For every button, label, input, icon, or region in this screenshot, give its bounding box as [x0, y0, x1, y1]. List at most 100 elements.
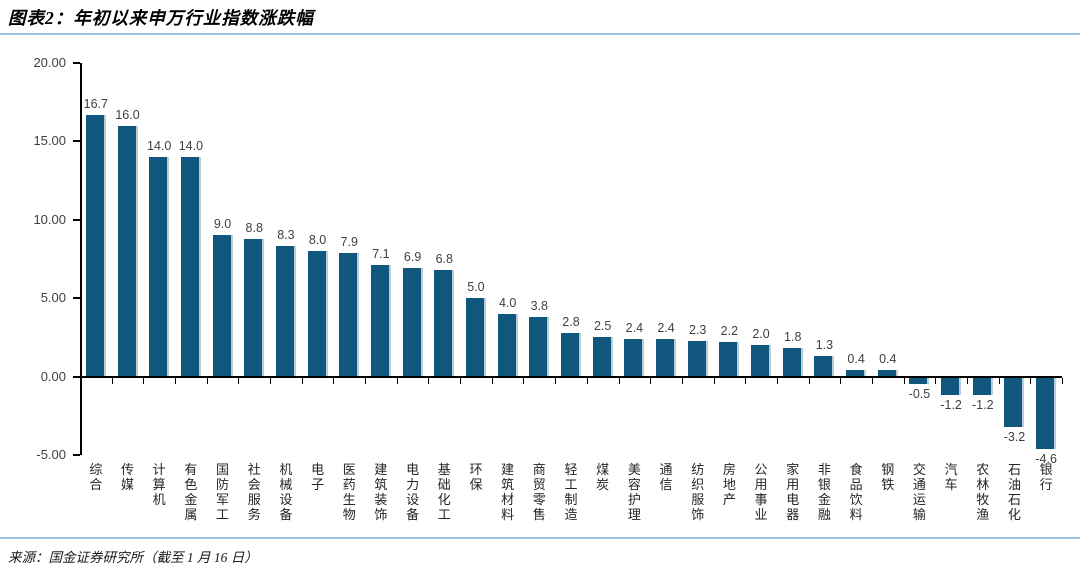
bar — [561, 332, 581, 377]
bar — [941, 376, 962, 396]
bar-value-label: -1.2 — [940, 398, 962, 413]
bar — [687, 340, 708, 377]
bar-value-label: 2.2 — [720, 324, 739, 339]
bar — [149, 157, 170, 377]
x-axis-tick — [903, 377, 905, 384]
source-note: 来源：国金证券研究所（截至 1 月 16 日） — [8, 550, 258, 565]
category-label: 纺织服饰 — [691, 462, 705, 522]
bar-value-label: 2.4 — [625, 320, 644, 335]
bar-value-label: 2.4 — [657, 320, 675, 335]
y-axis-tick — [73, 375, 80, 378]
y-tick-label: 20.00 — [33, 55, 66, 70]
category-label: 钢铁 — [881, 462, 895, 492]
bar — [877, 370, 898, 377]
bar-value-label: 8.3 — [277, 228, 295, 243]
x-axis-tick — [206, 377, 208, 384]
x-axis-tick — [333, 377, 335, 384]
bar — [909, 376, 930, 385]
x-axis-tick — [966, 377, 968, 384]
y-tick-label: 5.00 — [40, 290, 66, 306]
category-label: 电子 — [311, 462, 325, 492]
x-axis-tick — [1030, 377, 1032, 384]
bar — [85, 114, 106, 377]
bar — [624, 338, 645, 377]
category-label: 计算机 — [152, 462, 166, 507]
x-axis-tick — [428, 377, 430, 384]
bar-value-label: 14.0 — [147, 139, 172, 154]
category-label: 商贸零售 — [532, 462, 546, 522]
x-axis-tick — [143, 377, 145, 384]
x-axis-tick — [523, 377, 525, 384]
bar-value-label: 8.8 — [245, 220, 263, 235]
category-label: 国防军工 — [216, 462, 230, 522]
bar-value-label: 8.0 — [308, 233, 327, 248]
x-axis-tick — [460, 377, 462, 384]
bar — [212, 235, 233, 377]
category-label: 基础化工 — [437, 462, 451, 522]
x-axis-tick — [270, 377, 272, 384]
x-axis-tick — [776, 377, 778, 384]
x-axis-tick — [555, 377, 557, 384]
category-label: 石油石化 — [1007, 462, 1021, 522]
category-label: 汽车 — [944, 462, 958, 492]
bar — [814, 356, 835, 377]
y-axis-tick — [73, 454, 80, 456]
x-axis-tick — [1062, 377, 1063, 384]
y-axis-tick — [73, 297, 80, 300]
bar — [719, 342, 740, 377]
x-axis-tick — [238, 377, 240, 384]
bar-value-label: 2.5 — [593, 319, 612, 334]
bar — [656, 338, 677, 377]
bar-value-label: -3.2 — [1003, 429, 1026, 444]
bar — [370, 265, 391, 377]
x-axis-tick — [175, 377, 177, 384]
bar — [339, 252, 360, 377]
bar-value-label: 3.8 — [530, 299, 548, 314]
x-axis-line — [80, 375, 1062, 378]
x-axis-tick — [935, 377, 937, 384]
bar-value-label: -1.2 — [972, 398, 994, 413]
category-label: 建筑装饰 — [374, 462, 388, 522]
x-axis-tick — [871, 377, 873, 384]
category-label: 建筑材料 — [501, 462, 515, 522]
x-axis-tick — [681, 377, 683, 384]
category-label: 通信 — [659, 462, 673, 492]
x-axis-tick — [618, 377, 620, 384]
bar — [846, 370, 867, 377]
category-label: 银行 — [1039, 462, 1053, 492]
x-axis-tick — [840, 377, 842, 384]
bar — [180, 157, 201, 377]
y-axis-tick — [73, 140, 80, 143]
x-axis-tick — [808, 377, 810, 384]
bar-value-label: 6.8 — [435, 251, 453, 266]
category-label: 非银金融 — [817, 462, 831, 522]
bar-value-label: 9.0 — [213, 217, 232, 232]
x-axis-tick — [491, 377, 493, 384]
category-label: 房地产 — [722, 462, 736, 507]
x-axis-tick — [396, 377, 398, 384]
x-axis-tick — [586, 377, 588, 384]
bar — [434, 269, 455, 377]
bar-value-label: 2.3 — [689, 322, 707, 337]
y-tick-label: -5.00 — [36, 447, 66, 462]
category-label: 轻工制造 — [564, 462, 578, 522]
bar — [275, 246, 296, 377]
x-axis-tick — [745, 377, 747, 384]
bar-value-label: 2.0 — [752, 327, 770, 342]
x-axis-tick — [998, 377, 1000, 384]
category-label: 美容护理 — [627, 462, 641, 522]
category-label: 社会服务 — [247, 462, 261, 522]
x-axis-tick — [365, 377, 367, 384]
category-label: 家用电器 — [786, 462, 800, 522]
bar-value-label: 7.1 — [372, 247, 390, 262]
y-axis-line — [80, 63, 82, 455]
bar — [497, 313, 518, 377]
x-axis-tick — [111, 377, 113, 384]
bar-value-label: 4.0 — [498, 295, 517, 310]
bar-value-label: 16.7 — [83, 96, 108, 111]
bar-value-label: -0.5 — [908, 387, 931, 402]
bar — [465, 298, 486, 377]
bar — [529, 317, 550, 377]
